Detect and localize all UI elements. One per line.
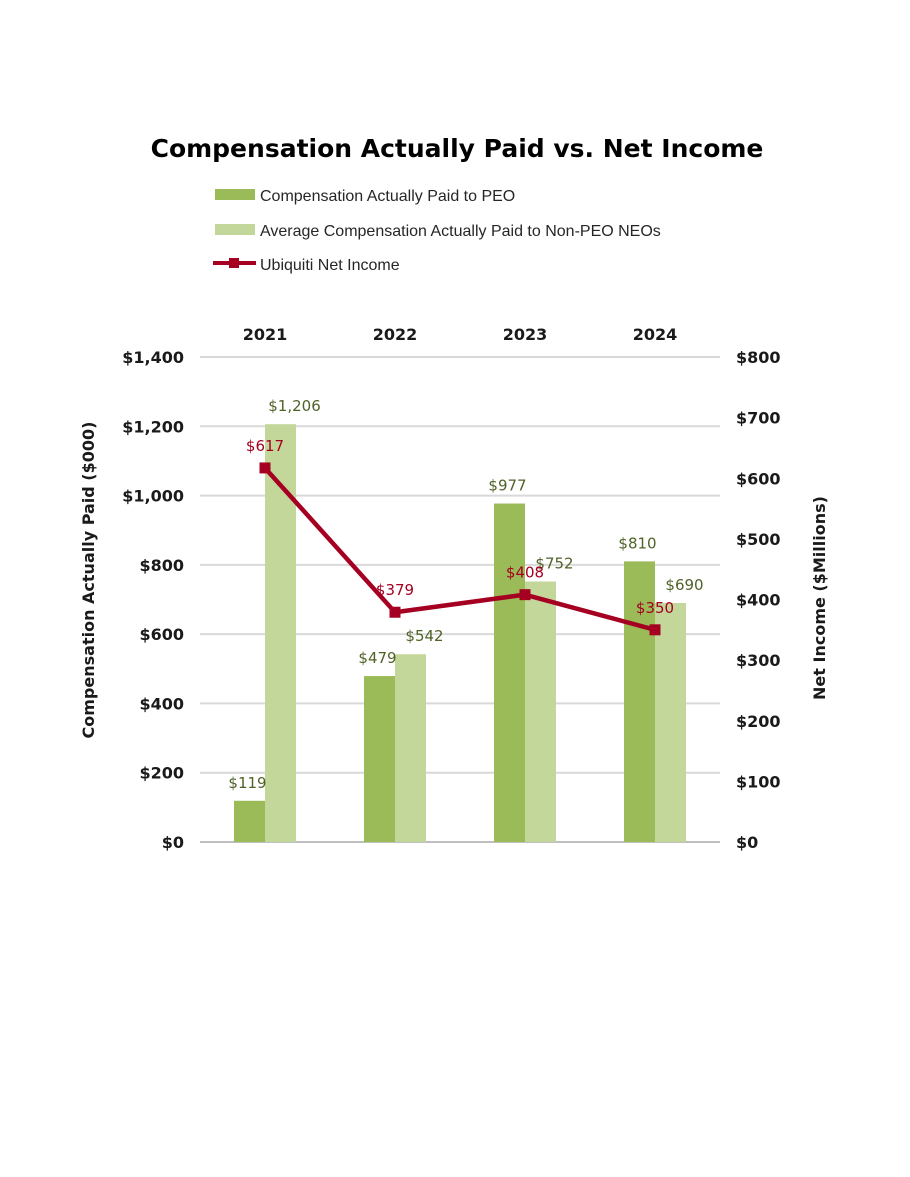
right-tick-label: $300 (736, 651, 781, 670)
legend-marker-net-income (229, 258, 239, 268)
net-income-marker (519, 589, 531, 601)
left-tick-label: $200 (139, 764, 184, 783)
right-tick-label: $200 (736, 712, 781, 731)
right-axis-label: Net Income ($Millions) (810, 496, 829, 700)
legend-label-neo: Average Compensation Actually Paid to No… (260, 223, 661, 240)
data-label-net-income: $408 (506, 564, 544, 582)
data-label-neo: $690 (665, 576, 703, 594)
right-tick-label: $400 (736, 591, 781, 610)
right-tick-label: $0 (736, 833, 758, 852)
left-tick-label: $1,200 (122, 417, 184, 436)
legend-label-peo: Compensation Actually Paid to PEO (260, 188, 515, 205)
right-tick-label: $100 (736, 772, 781, 791)
legend-swatch-peo (215, 189, 255, 200)
category-label: 2023 (503, 325, 548, 344)
net-income-marker (649, 624, 661, 636)
bar-peo (364, 676, 395, 842)
net-income-marker (389, 606, 401, 618)
net-income-line (259, 462, 661, 636)
bar-neo (395, 654, 426, 842)
chart-title: Compensation Actually Paid vs. Net Incom… (151, 134, 764, 163)
data-label-peo: $479 (358, 649, 396, 667)
left-tick-label: $800 (139, 556, 184, 575)
data-labels: $119 $1,206 $479 $542 $977 $752 $810 $690 $617 $3… (228, 397, 703, 792)
bar-peo (624, 561, 655, 842)
right-tick-label: $500 (736, 530, 781, 549)
data-label-net-income: $617 (246, 437, 284, 455)
legend: Compensation Actually Paid to PEO Average… (213, 188, 661, 274)
left-tick-label: $400 (139, 694, 184, 713)
data-label-peo: $810 (618, 534, 656, 552)
data-label-peo: $119 (228, 774, 266, 792)
right-tick-label: $700 (736, 409, 781, 428)
data-label-neo: $1,206 (268, 397, 321, 415)
left-tick-label: $1,000 (122, 487, 184, 506)
data-label-peo: $977 (488, 477, 526, 495)
legend-swatch-neo (215, 224, 255, 235)
right-tick-label: $600 (736, 469, 781, 488)
left-tick-label: $600 (139, 625, 184, 644)
data-label-neo: $542 (405, 627, 443, 645)
bars (234, 424, 686, 842)
left-axis-label: Compensation Actually Paid ($000) (79, 422, 98, 739)
category-labels: 2021 2022 2023 2024 (243, 325, 678, 344)
right-tick-label: $800 (736, 348, 781, 367)
bar-neo (655, 602, 686, 842)
right-axis-ticks: $0 $100 $200 $300 $400 $500 $600 $700 $800 (736, 348, 781, 852)
legend-label-net-income: Ubiquiti Net Income (260, 257, 400, 274)
category-label: 2024 (633, 325, 678, 344)
bar-neo (525, 581, 556, 842)
left-tick-label: $1,400 (122, 348, 184, 367)
data-label-net-income: $350 (636, 599, 674, 617)
net-income-polyline (263, 466, 656, 632)
data-label-net-income: $379 (376, 581, 414, 599)
bar-peo (234, 800, 265, 842)
left-axis-ticks: $0 $200 $400 $600 $800 $1,000 $1,200 $1,400 (122, 348, 184, 852)
bar-peo (494, 503, 525, 842)
data-label-neo: $752 (535, 554, 573, 572)
net-income-marker (259, 462, 271, 474)
category-label: 2022 (373, 325, 418, 344)
left-tick-label: $0 (162, 833, 184, 852)
category-label: 2021 (243, 325, 288, 344)
